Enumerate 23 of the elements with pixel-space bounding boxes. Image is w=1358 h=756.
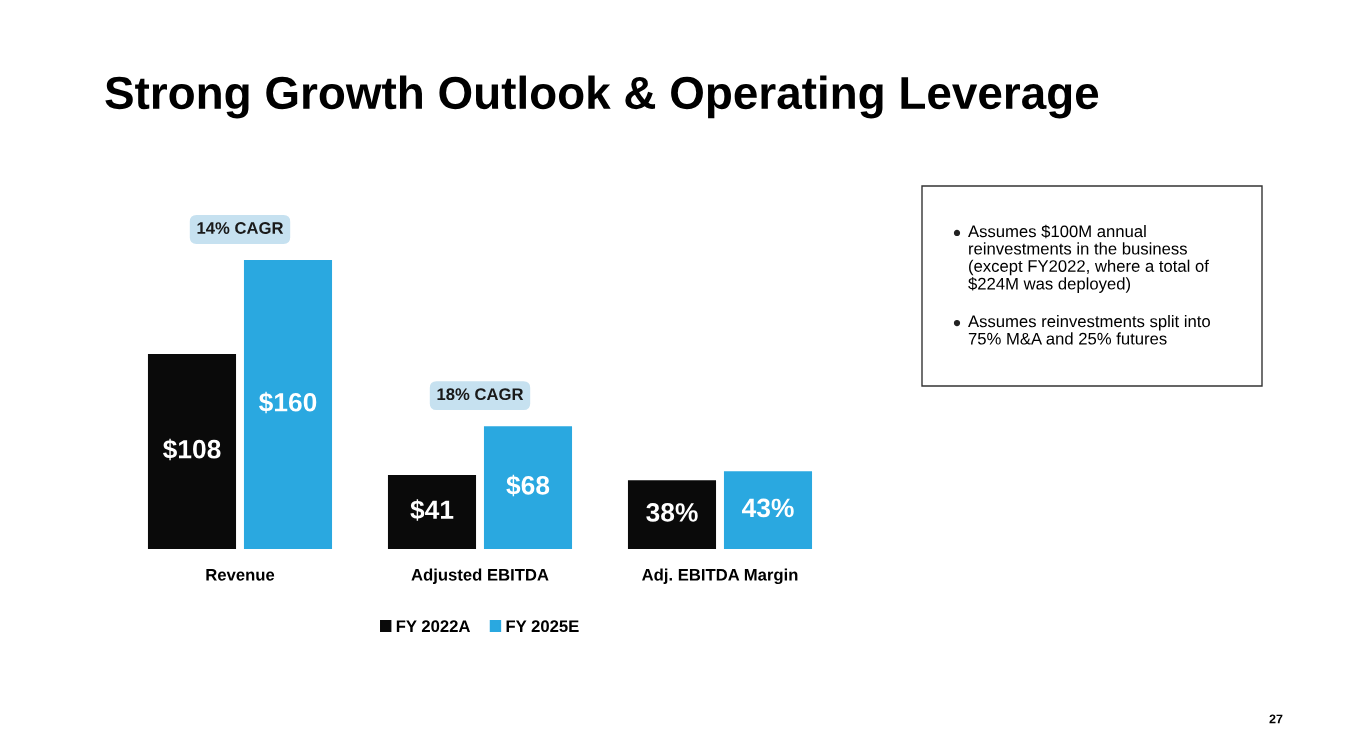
data-label: $160 [259,391,317,414]
legend-label: FY 2022A [396,620,471,633]
text: Assumes reinvestments split into 75% M&A and 25% futures [968,315,1210,345]
data-label: $68 [506,474,550,497]
x-tick-label: Revenue [206,569,275,581]
annotation: 18% CAGR [437,388,524,401]
bar [483,426,573,549]
bar [627,480,717,549]
data-label: 38% [646,503,698,522]
bar [387,474,477,549]
bar [147,353,237,549]
legend-label: FY 2025E [506,620,579,633]
bar [243,260,333,549]
x-tick-label: Adj. EBITDA Margin [642,568,798,585]
chart-title: Strong Growth Outlook & Operating Leverage [105,75,1099,119]
annotation: 14% CAGR [197,222,284,234]
data-label: 43% [741,498,794,518]
text: 27 [1269,714,1283,724]
data-label: $108 [163,438,221,461]
data-label: $41 [410,499,454,521]
x-tick-label: Adjusted EBITDA [411,568,549,584]
text: Assumes $100M annual reinvestments in the business (except FY2022, where a total of $224M was deployed) [968,224,1209,293]
bar [723,471,813,549]
